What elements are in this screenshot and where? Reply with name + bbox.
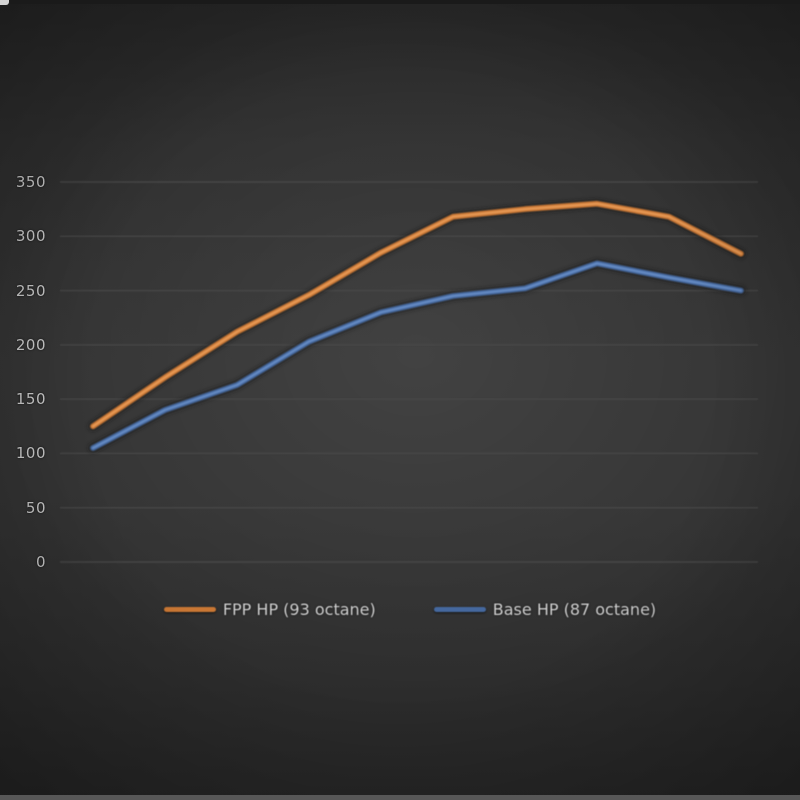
- base-line-swatch-icon: [433, 606, 486, 612]
- photo-top-edge: [0, 0, 800, 4]
- series-base-hp-line: [88, 258, 746, 453]
- y-tick-350: 350: [15, 173, 46, 191]
- y-tick-0: 0: [35, 553, 46, 571]
- horizontal-gridlines: [60, 181, 758, 563]
- series-fpp-hp-line: [88, 198, 746, 432]
- y-tick-200: 200: [15, 336, 46, 354]
- photo-bottom-edge: [0, 795, 800, 800]
- photo-corner-speck: [0, 0, 9, 5]
- y-tick-250: 250: [15, 282, 46, 300]
- y-tick-100: 100: [15, 444, 46, 462]
- y-tick-150: 150: [15, 390, 46, 408]
- legend-item-base-hp: Base HP (87 octane): [433, 599, 657, 619]
- y-tick-300: 300: [15, 227, 46, 245]
- legend-label-base-hp: Base HP (87 octane): [492, 599, 657, 619]
- fpp-line-swatch-icon: [163, 606, 216, 612]
- legend-item-fpp-hp: FPP HP (93 octane): [163, 599, 376, 619]
- legend-label-fpp-hp: FPP HP (93 octane): [222, 599, 376, 619]
- chart-legend: FPP HP (93 octane) Base HP (87 octane): [60, 597, 760, 621]
- y-tick-50: 50: [25, 499, 46, 517]
